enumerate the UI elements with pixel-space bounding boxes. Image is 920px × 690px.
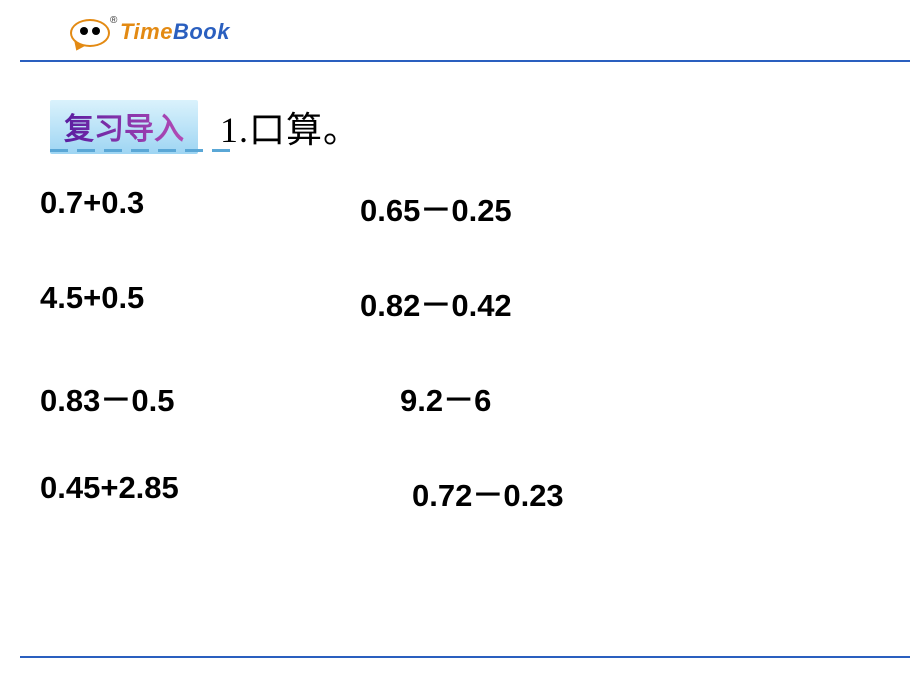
- problem-cell: 0.82－0.42: [360, 280, 512, 325]
- problem-row: 0.83－0.5 9.2－6: [40, 375, 564, 420]
- section-heading: 1.口算。: [220, 101, 360, 153]
- section-label: 复习导入: [50, 100, 198, 154]
- section-header: 复习导入 1.口算。: [50, 100, 360, 154]
- label-underline-dashes: [50, 149, 230, 152]
- section-label-text: 复习导入: [64, 113, 184, 146]
- brand-time: Time: [120, 19, 173, 45]
- brand-logo: ® TimeBook: [70, 10, 230, 54]
- problem-row: 0.7+0.3 0.65－0.25: [40, 185, 564, 230]
- problem-row: 4.5+0.5 0.82－0.42: [40, 280, 564, 325]
- problem-cell: 0.65－0.25: [360, 185, 512, 230]
- problem-cell: 4.5+0.5: [40, 280, 360, 325]
- problem-cell: 0.7+0.3: [40, 185, 360, 230]
- brand-book: Book: [173, 19, 230, 45]
- problem-row: 0.45+2.85 0.72－0.23: [40, 470, 564, 515]
- problem-cell: 0.72－0.23: [360, 470, 564, 515]
- problem-cell: 0.45+2.85: [40, 470, 360, 515]
- problem-cell: 0.83－0.5: [40, 375, 360, 420]
- top-divider: [20, 60, 910, 62]
- problem-cell: 9.2－6: [360, 375, 491, 420]
- problem-list: 0.7+0.3 0.65－0.25 4.5+0.5 0.82－0.42 0.83…: [40, 185, 564, 565]
- bottom-divider: [20, 656, 910, 658]
- speech-bubble-icon: ®: [70, 15, 114, 49]
